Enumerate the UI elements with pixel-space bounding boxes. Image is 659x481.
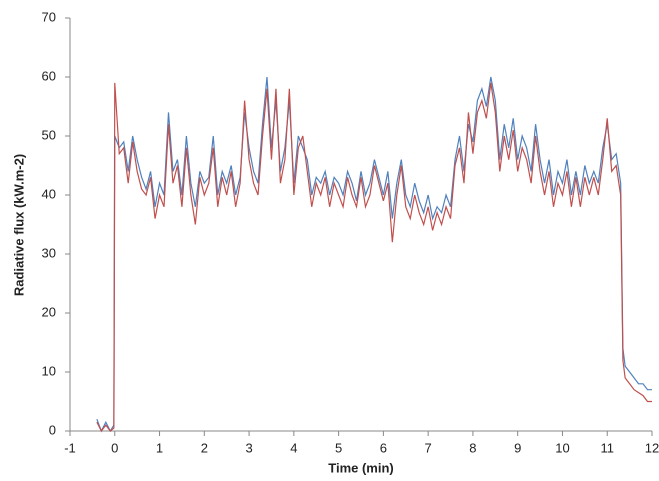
y-tick-label: 10 <box>42 363 56 378</box>
x-tick-label: -1 <box>64 440 76 455</box>
x-tick-label: 0 <box>111 440 118 455</box>
y-tick-label: 30 <box>42 245 56 260</box>
y-tick-label: 70 <box>42 9 56 24</box>
series-line <box>96 82 652 433</box>
y-tick-label: 50 <box>42 127 56 142</box>
x-tick-label: 2 <box>201 440 208 455</box>
x-tick-label: 11 <box>600 440 614 455</box>
x-tick-label: 3 <box>245 440 252 455</box>
x-tick-label: 12 <box>645 440 659 455</box>
y-tick-label: 60 <box>42 68 56 83</box>
x-tick-label: 8 <box>469 440 476 455</box>
x-tick-label: 5 <box>335 440 342 455</box>
y-tick-label: 0 <box>49 422 56 437</box>
x-axis-title: Time (min) <box>328 460 394 475</box>
x-tick-label: 7 <box>425 440 432 455</box>
y-axis-title: Radiative flux (kW.m-2) <box>11 154 26 296</box>
x-tick-label: 10 <box>555 440 569 455</box>
y-tick-label: 20 <box>42 304 56 319</box>
x-tick-label: 4 <box>290 440 297 455</box>
series-line <box>96 76 652 433</box>
y-tick-label: 40 <box>42 186 56 201</box>
x-tick-label: 1 <box>156 440 163 455</box>
x-tick-label: 6 <box>380 440 387 455</box>
x-tick-label: 9 <box>514 440 521 455</box>
